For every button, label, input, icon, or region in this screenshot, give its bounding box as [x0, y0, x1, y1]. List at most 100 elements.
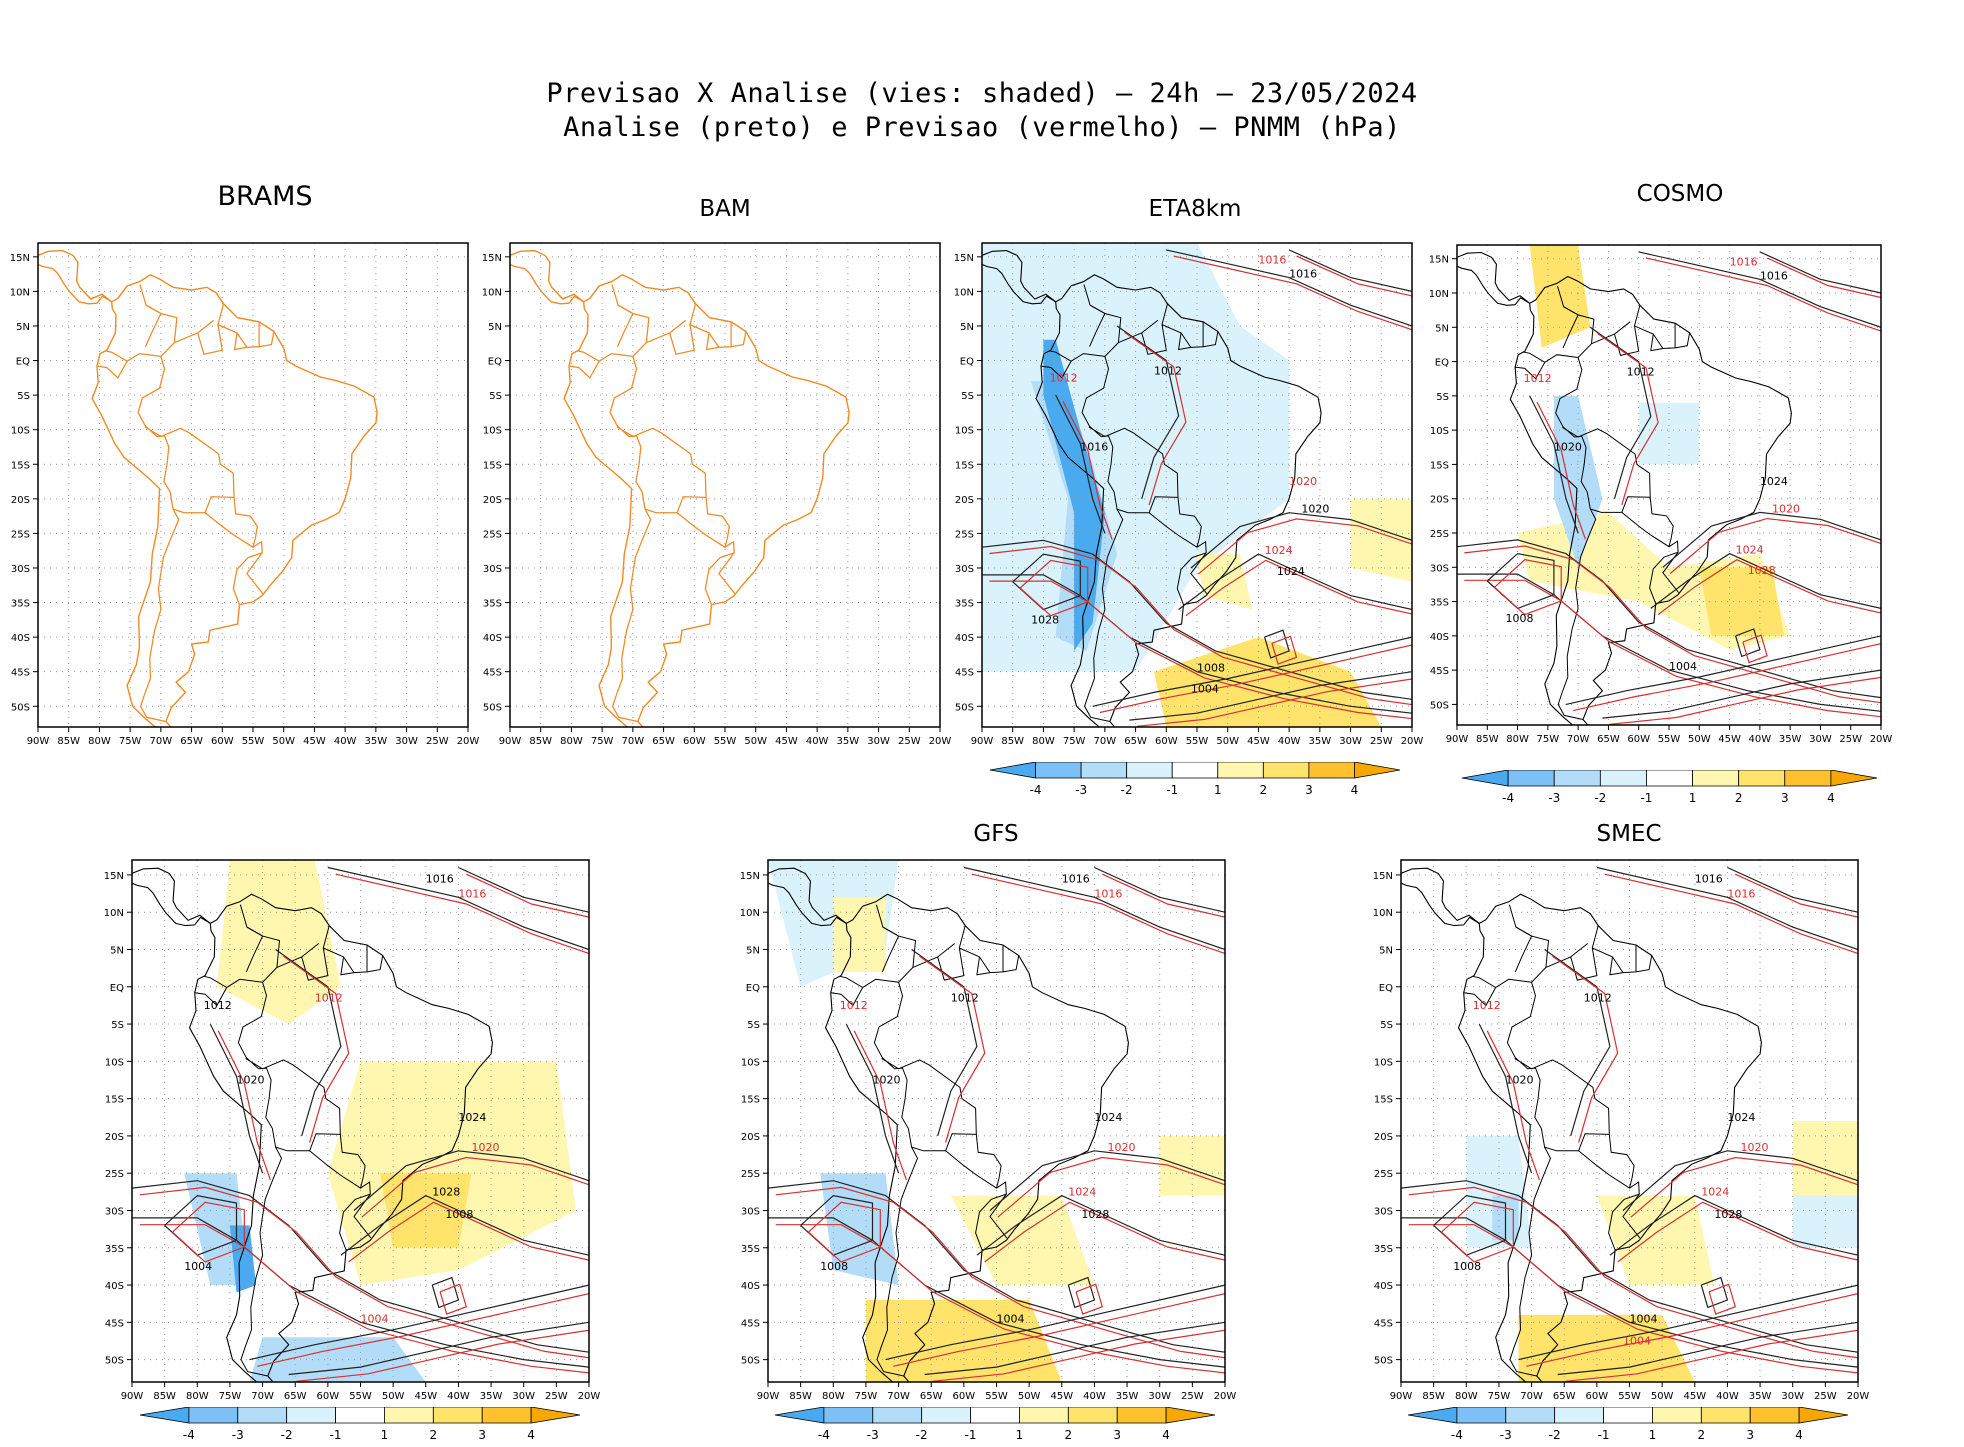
isobar-forecast	[1494, 559, 1562, 616]
country-border	[1578, 1134, 1635, 1189]
lon-tick-label: 70W	[622, 736, 645, 747]
country-border	[1506, 904, 1610, 1152]
lon-tick-label: 70W	[251, 1391, 274, 1402]
isobar-label: 1020	[237, 1074, 265, 1087]
bias-shade	[820, 1173, 899, 1286]
isobar-label: 1024	[1701, 1186, 1729, 1199]
map-svg: 1016 1016 1012 1012 1020 1020 1024 1024 1028 1008…	[740, 859, 1236, 1402]
isobar-analysis	[1662, 511, 1881, 568]
lon-tick-label: 55W	[349, 1391, 372, 1402]
isobar-analysis	[275, 949, 342, 1137]
colorbar-label: 4	[1827, 791, 1835, 805]
colorbar-segment	[1798, 1407, 1849, 1424]
country-border	[196, 319, 224, 356]
bias-shade	[1553, 395, 1603, 568]
isobar-analysis	[768, 1180, 1225, 1353]
lon-tick-label: 20W	[929, 736, 952, 747]
isobar-analysis	[963, 866, 1225, 951]
lat-tick-label: 5N	[1379, 945, 1393, 956]
colorbar-label: 4	[527, 1428, 535, 1442]
isobar-label: 1020	[472, 1141, 500, 1154]
lat-tick-label: 10S	[11, 426, 30, 437]
colorbar-label: 3	[478, 1428, 486, 1442]
isobar-label: 1020	[1772, 502, 1800, 515]
isobar-forecast	[1296, 255, 1412, 297]
lat-tick-label: 50S	[1374, 1356, 1393, 1367]
country-border	[668, 319, 696, 356]
lon-tick-label: 70W	[1520, 1391, 1543, 1402]
country-border	[1562, 306, 1579, 349]
country-border	[232, 540, 263, 605]
lon-tick-label: 35W	[365, 736, 388, 747]
lon-tick-label: 90W	[499, 736, 522, 747]
coastline-south-america	[91, 274, 378, 727]
isobar-forecast	[296, 1329, 589, 1382]
lat-tick-label: 40S	[105, 1281, 124, 1292]
lat-tick-label: 25S	[483, 529, 502, 540]
lon-tick-label: 60W	[317, 1391, 340, 1402]
isobar-analysis	[1067, 1276, 1096, 1309]
isobar-label: 1024	[1727, 1111, 1755, 1124]
lon-tick-label: 30W	[1148, 1391, 1171, 1402]
country-border	[1509, 1146, 1552, 1377]
isobar-forecast	[1766, 257, 1881, 299]
coastline-central-america	[38, 263, 113, 305]
isobar-label: 1012	[204, 999, 232, 1012]
isobar-forecast	[1735, 873, 1858, 918]
country-border	[144, 304, 162, 347]
isobar-label: 1012	[1524, 372, 1552, 385]
colorbar-segment	[1456, 1407, 1507, 1424]
lat-tick-label: 10N	[482, 287, 502, 298]
lon-tick-label: 35W	[480, 1391, 503, 1402]
figure-subtitle: Analise (preto) e Previsao (vermelho) – …	[563, 112, 1401, 143]
lat-tick-label: 20S	[11, 495, 30, 506]
panel-title: GFS	[973, 821, 1019, 847]
isobar-forecast	[139, 1224, 589, 1374]
isobar-label: 1024	[1277, 565, 1305, 578]
lon-tick-label: 45W	[414, 1391, 437, 1402]
isobar-analysis	[1622, 1150, 1858, 1211]
isobar-forecast	[466, 873, 589, 918]
lon-tick-label: 70W	[150, 736, 173, 747]
isobar-analysis	[1178, 553, 1412, 611]
colorbar-segment	[481, 1407, 532, 1424]
bias-shade	[327, 1061, 576, 1286]
lat-tick-label: 10N	[954, 287, 974, 298]
country-border	[217, 303, 275, 351]
lat-tick-label: 50S	[483, 702, 502, 713]
coastline-central-america	[1457, 265, 1530, 306]
lat-tick-label: 15S	[1430, 460, 1449, 471]
isobar-analysis	[885, 1284, 1225, 1361]
panel-title: ETA8km	[1148, 196, 1242, 222]
country-border	[1049, 350, 1072, 362]
lon-tick-label: 90W	[27, 736, 50, 747]
isobar-analysis	[1650, 552, 1881, 609]
isobar-label: 1012	[1050, 371, 1078, 384]
lat-tick-label: 5S	[489, 391, 502, 402]
colorbar-segment	[384, 1407, 434, 1424]
isobar-forecast	[1536, 401, 1586, 540]
country-border	[276, 956, 302, 968]
isobar-forecast	[348, 1201, 589, 1263]
lat-tick-label: 10S	[955, 426, 974, 437]
isobar-analysis	[1596, 866, 1858, 951]
colorbar-segment	[1407, 1407, 1458, 1424]
isobar-forecast	[775, 1186, 1225, 1359]
grid-lines	[510, 243, 940, 727]
country-border	[203, 975, 227, 988]
country-border	[194, 978, 263, 1007]
isobar-analysis	[1735, 628, 1761, 658]
panel-title: SMEC	[1596, 821, 1662, 847]
colorbar-segment	[1217, 762, 1264, 779]
isobar-forecast	[1102, 873, 1225, 918]
colorbar-segment	[139, 1407, 190, 1424]
lon-tick-label: 45W	[775, 736, 798, 747]
country-border	[689, 303, 747, 351]
colorbar-segment	[1646, 770, 1693, 787]
country-border	[343, 956, 355, 973]
bias-shade	[833, 897, 886, 972]
country-border	[1555, 285, 1651, 513]
isobar-forecast	[1645, 257, 1881, 332]
isobar-label: 1004	[1623, 1335, 1651, 1348]
colorbar-segment	[1507, 770, 1555, 787]
